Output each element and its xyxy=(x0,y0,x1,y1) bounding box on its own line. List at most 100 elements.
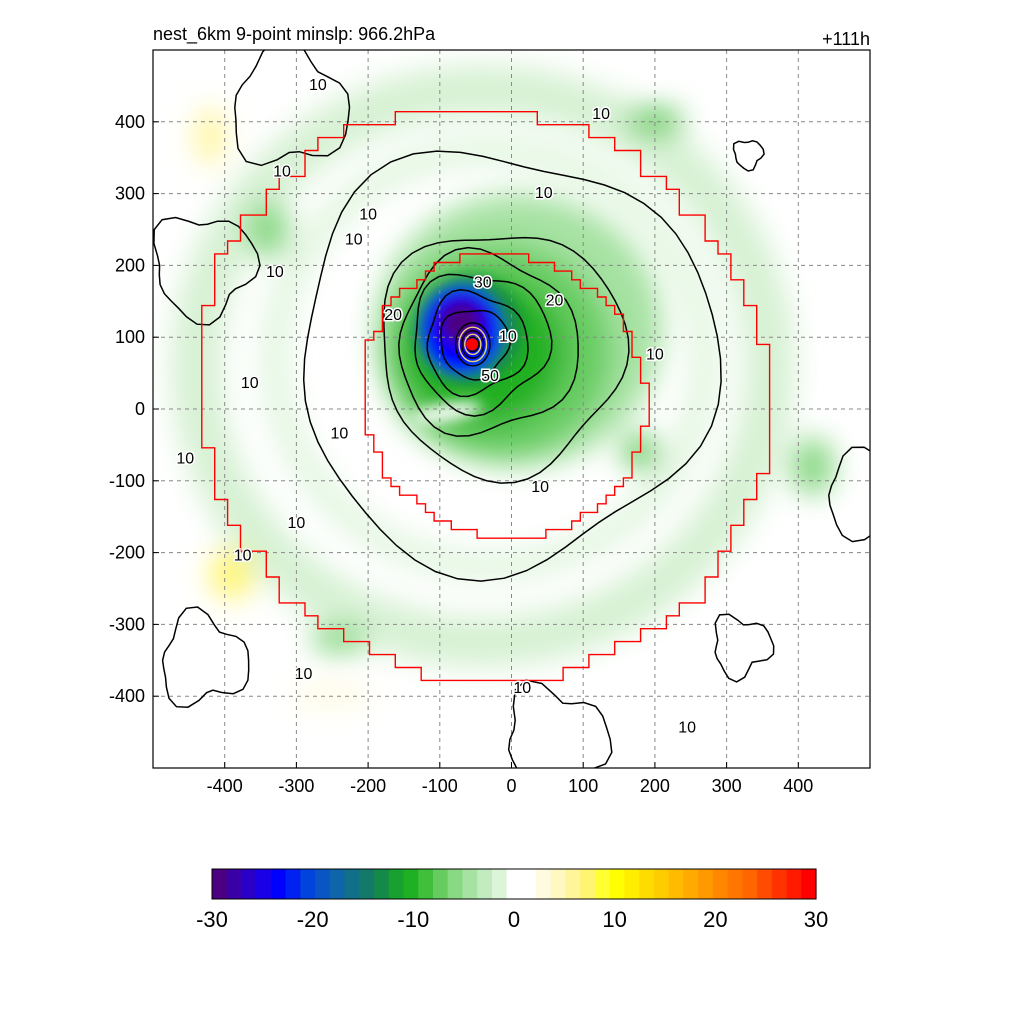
colorbar-swatch xyxy=(491,869,508,899)
yellow-northwest xyxy=(196,107,225,165)
contour-10-southeast xyxy=(714,613,775,683)
contour-label: 10 xyxy=(678,720,696,737)
contour-10-west xyxy=(153,216,261,326)
contour-label: 10 xyxy=(288,515,306,532)
colorbar-swatch xyxy=(315,869,331,899)
colorbar-swatch xyxy=(462,869,478,899)
contour-30 xyxy=(414,273,553,417)
spot-north xyxy=(626,107,684,137)
colorbar-swatch xyxy=(580,869,596,899)
y-tick-label: -400 xyxy=(109,686,145,706)
colorbar-ticks: -30 -20 -10 0 10 20 30 xyxy=(196,907,828,932)
colorbar-swatch xyxy=(801,869,817,899)
inner-nest-boundary xyxy=(364,253,650,539)
contour-label: 10 xyxy=(345,231,363,248)
colorbar-tick-label: -20 xyxy=(297,907,329,932)
contour-lines xyxy=(153,50,870,768)
colorbar-swatch xyxy=(742,869,758,899)
contour-10-east xyxy=(828,446,870,543)
colorbar-swatch xyxy=(300,869,316,899)
colorbar-swatch xyxy=(388,869,405,899)
colorbar-swatch xyxy=(403,869,419,899)
x-tick-label: 200 xyxy=(640,776,670,796)
colorbar-tick-label: -10 xyxy=(397,907,429,932)
contour-10-south xyxy=(507,679,613,768)
colorbar-tick-label: 0 xyxy=(508,907,520,932)
y-tick-label: 100 xyxy=(115,327,145,347)
y-tick-label: 200 xyxy=(115,255,145,275)
contour-label: 30 xyxy=(474,275,492,292)
x-tick-label: -300 xyxy=(278,776,314,796)
colorbar-swatch xyxy=(344,869,360,899)
contour-label: 10 xyxy=(499,328,517,345)
contour-label: 10 xyxy=(241,375,259,392)
outer-nest-boundary xyxy=(201,111,771,682)
middle-band xyxy=(260,136,720,582)
colorbar-swatch xyxy=(698,869,714,899)
contour-10-inner xyxy=(383,236,630,484)
eyewall-violet xyxy=(439,301,483,345)
contour-label: 10 xyxy=(176,450,194,467)
y-tick-label: -300 xyxy=(109,614,145,634)
contour-label: 20 xyxy=(384,307,402,324)
contour-core xyxy=(461,330,485,359)
colorbar-swatch xyxy=(536,869,552,899)
x-tick-label: 300 xyxy=(712,776,742,796)
colorbar-swatch xyxy=(609,869,626,899)
contour-label: 10 xyxy=(309,77,327,94)
dry-slot xyxy=(411,402,483,424)
contour-label: 10 xyxy=(531,479,549,496)
colorbar-swatch xyxy=(359,869,375,899)
y-tick-label: 0 xyxy=(135,399,145,419)
colorbar-swatch xyxy=(683,869,699,899)
contour-10-outer xyxy=(302,150,722,582)
plot-area: 10 10 10 10 10 10 10 10 10 10 10 10 10 10 10 10 10 20 20 30… xyxy=(152,49,871,769)
contour-label: 20 xyxy=(546,293,564,310)
contour-label: 10 xyxy=(359,206,377,223)
contour-50 xyxy=(440,309,512,381)
colorbar-swatch xyxy=(285,869,301,899)
colorbar-swatch xyxy=(653,869,670,899)
colorbar-swatch xyxy=(447,869,464,899)
colorbar-swatch xyxy=(432,869,449,899)
spot-west xyxy=(246,200,290,259)
contour-core xyxy=(458,326,488,363)
contour-label: 10 xyxy=(513,680,531,697)
colorbar-swatches xyxy=(212,869,817,899)
y-tick-label: 300 xyxy=(115,184,145,204)
colorbar-swatch xyxy=(624,869,640,899)
x-tick-label: -200 xyxy=(350,776,386,796)
colorbar-swatch xyxy=(786,869,802,899)
contour-40 xyxy=(426,289,529,398)
contour-10-southwest xyxy=(161,606,250,708)
colorbar-swatch xyxy=(712,869,729,899)
colorbar-swatch xyxy=(256,869,272,899)
colorbar-swatch xyxy=(595,869,611,899)
colorbar-tick-label: 20 xyxy=(703,907,727,932)
x-tick-label: -100 xyxy=(422,776,458,796)
y-tick-label: -100 xyxy=(109,471,145,491)
colorbar-swatch xyxy=(329,869,346,899)
y-axis-ticks: -400 -300 -200 -100 0 100 200 300 400 xyxy=(109,112,159,706)
colorbar: -30 -20 -10 0 10 20 30 xyxy=(196,868,828,932)
colorbar-swatch xyxy=(270,869,287,899)
nest-boundaries xyxy=(201,111,771,682)
spot-far-east xyxy=(791,437,835,496)
contour-10-northeast xyxy=(732,140,765,172)
spot-southwest xyxy=(310,624,369,654)
x-tick-label: -400 xyxy=(207,776,243,796)
contour-labels: 10 10 10 10 10 10 10 10 10 10 10 10 10 10 10 10 10 20 20 30… xyxy=(175,76,698,739)
colorbar-swatch xyxy=(727,869,743,899)
colorbar-swatch xyxy=(668,869,685,899)
contour-label: 10 xyxy=(295,666,313,683)
contour-core xyxy=(464,333,482,356)
colorbar-swatch xyxy=(550,869,567,899)
colorbar-swatch xyxy=(639,869,655,899)
colorbar-tick-label: -30 xyxy=(196,907,228,932)
contour-label: 10 xyxy=(266,264,284,281)
colorbar-tick-label: 30 xyxy=(804,907,828,932)
contour-label: 10 xyxy=(331,425,349,442)
colorbar-swatch xyxy=(374,869,390,899)
x-tick-label: 400 xyxy=(783,776,813,796)
